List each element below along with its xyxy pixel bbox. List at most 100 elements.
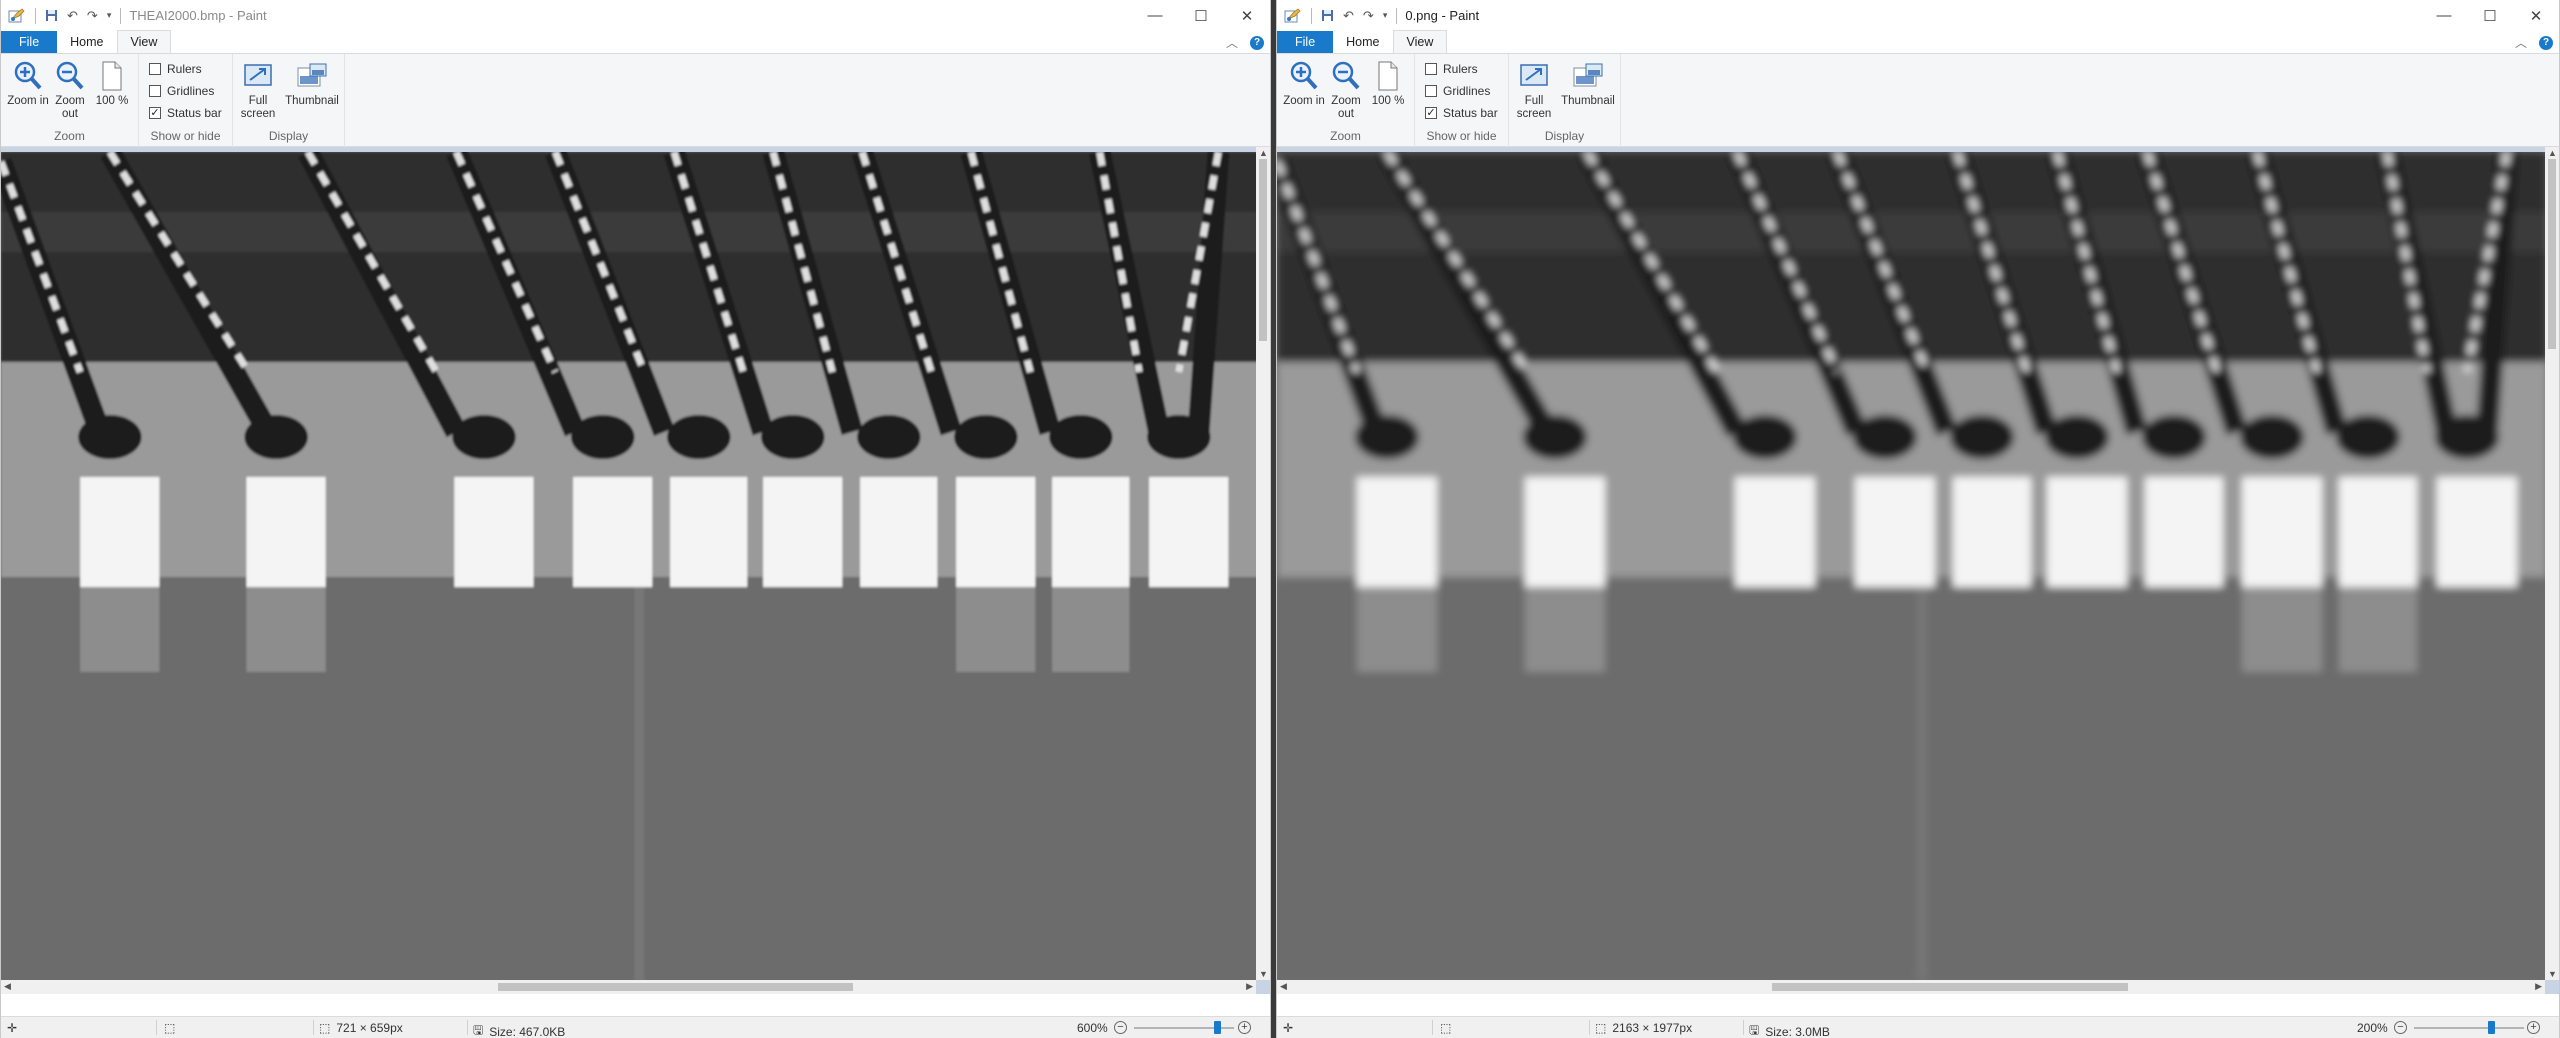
quick-access-toolbar: ↶ ↷ ▾ (1, 0, 122, 31)
maximize-button[interactable]: ☐ (2483, 7, 2497, 25)
rulers-checkbox-box[interactable] (1425, 63, 1437, 75)
close-button[interactable]: ✕ (1240, 7, 1254, 25)
gridlines-label: Gridlines (1443, 84, 1491, 98)
minimize-button[interactable]: — (1147, 7, 1163, 24)
minimize-ribbon-icon[interactable]: ︿ (1225, 36, 1238, 50)
thumbnail-button[interactable]: Thumbnail (1561, 59, 1615, 108)
horizontal-scroll-thumb[interactable] (498, 983, 853, 991)
zoom-slider-track[interactable] (2414, 1027, 2524, 1029)
tab-view[interactable]: View (116, 30, 172, 53)
zoom-out-button[interactable]: Zoom out (49, 59, 91, 121)
tab-home[interactable]: Home (1346, 35, 1380, 49)
horizontal-scrollbar[interactable]: ◀ ▶ (1277, 980, 2545, 994)
zoom-out-label: Zoom out (1331, 95, 1361, 120)
zoom-out-small-icon[interactable]: − (1114, 1021, 1127, 1034)
image-content (1277, 152, 2545, 980)
scroll-up-icon[interactable]: ▲ (2548, 148, 2557, 158)
zoom-100-button[interactable]: 100 % (91, 59, 133, 108)
title-bar[interactable]: ↶ ↷ ▾ THEAI2000.bmp - Paint — ☐ ✕ (1, 0, 1270, 31)
help-icon[interactable]: ? (2539, 35, 2553, 50)
scroll-left-icon[interactable]: ◀ (4, 981, 11, 991)
horizontal-scroll-thumb[interactable] (1772, 983, 2128, 991)
customize-qat-icon[interactable]: ▾ (106, 10, 112, 20)
zoom-slider-thumb[interactable] (2488, 1021, 2495, 1034)
tab-home[interactable]: Home (70, 35, 104, 49)
ribbon-tabs: File Home View ︿ ? (1277, 30, 2559, 54)
zoom-out-button[interactable]: Zoom out (1325, 59, 1367, 121)
redo-icon[interactable]: ↷ (86, 7, 98, 23)
tab-file[interactable]: File (1, 31, 58, 53)
gridlines-checkbox[interactable]: Gridlines (149, 84, 214, 98)
rulers-checkbox[interactable]: Rulers (149, 62, 202, 76)
dimensions-icon: ⬚ (1595, 1021, 1607, 1035)
status-bar-checkbox-box[interactable]: ✓ (1425, 107, 1437, 119)
gridlines-checkbox-box[interactable] (1425, 85, 1437, 97)
title-bar[interactable]: ↶ ↷ ▾ 0.png - Paint — ☐ ✕ (1277, 0, 2559, 31)
zoom-100-button[interactable]: 100 % (1367, 59, 1409, 108)
tab-view[interactable]: View (1392, 30, 1448, 53)
status-bar-checkbox[interactable]: ✓ Status bar (1425, 106, 1498, 120)
minimize-ribbon-icon[interactable]: ︿ (2514, 36, 2527, 50)
undo-icon[interactable]: ↶ (67, 7, 78, 23)
save-icon[interactable] (45, 9, 58, 22)
close-button[interactable]: ✕ (2529, 7, 2543, 25)
status-separator (156, 1020, 157, 1035)
cursor-position-icon: ✛ (7, 1021, 18, 1035)
zoom-out-small-icon[interactable]: − (2394, 1021, 2407, 1034)
zoom-in-button[interactable]: Zoom in (1283, 59, 1325, 108)
paint-app-icon (1284, 7, 1302, 24)
maximize-button[interactable]: ☐ (1194, 7, 1208, 25)
zoom-out-label: Zoom out (55, 95, 85, 120)
full-screen-button[interactable]: Full screen (1513, 59, 1555, 121)
scroll-left-icon[interactable]: ◀ (1280, 981, 1287, 991)
group-display-label: Display (268, 129, 309, 143)
scroll-up-icon[interactable]: ▲ (1259, 148, 1268, 158)
thumbnail-button[interactable]: Thumbnail (285, 59, 339, 108)
scroll-down-icon[interactable]: ▼ (2548, 969, 2557, 979)
zoom-in-button[interactable]: Zoom in (7, 59, 49, 108)
quick-access-toolbar: ↶ ↷ ▾ (1277, 0, 1398, 31)
vertical-scroll-thumb[interactable] (2548, 159, 2556, 349)
status-bar-checkbox[interactable]: ✓ Status bar (149, 106, 222, 120)
zoom-slider-thumb[interactable] (1214, 1021, 1221, 1034)
save-icon[interactable] (1321, 9, 1334, 22)
group-show-or-hide: Rulers Gridlines ✓ Status bar Show or hid… (139, 54, 233, 147)
paint-window-right: ↶ ↷ ▾ 0.png - Paint — ☐ ✕ File Home View… (1276, 0, 2560, 1038)
group-zoom-label: Zoom (54, 129, 85, 143)
group-show-or-hide: Rulers Gridlines ✓ Status bar Show or hid… (1415, 54, 1509, 147)
scroll-right-icon[interactable]: ▶ (1246, 981, 1253, 991)
horizontal-scrollbar[interactable]: ◀ ▶ (1, 980, 1256, 994)
rulers-checkbox-box[interactable] (149, 63, 161, 75)
zoom-in-small-icon[interactable]: + (1238, 1021, 1251, 1034)
file-size: 🖫 Size: 3.0MB (1749, 1021, 1830, 1038)
page-100-icon (1372, 59, 1404, 93)
vertical-scrollbar[interactable]: ▲ ▼ (2545, 147, 2559, 980)
vertical-scroll-thumb[interactable] (1259, 159, 1267, 341)
group-show-or-hide-label: Show or hide (150, 129, 221, 143)
tab-file[interactable]: File (1277, 31, 1334, 53)
customize-qat-icon[interactable]: ▾ (1382, 10, 1388, 20)
minimize-button[interactable]: — (2436, 7, 2452, 24)
scroll-down-icon[interactable]: ▼ (1259, 969, 1268, 979)
undo-icon[interactable]: ↶ (1343, 7, 1354, 23)
full-screen-button[interactable]: Full screen (237, 59, 279, 121)
redo-icon[interactable]: ↷ (1362, 7, 1374, 23)
zoom-slider-track[interactable] (1134, 1027, 1234, 1029)
image-content (1, 152, 1256, 980)
scroll-right-icon[interactable]: ▶ (2535, 981, 2542, 991)
zoom-in-small-icon[interactable]: + (2527, 1021, 2540, 1034)
status-bar-checkbox-box[interactable]: ✓ (149, 107, 161, 119)
help-icon[interactable]: ? (1250, 35, 1264, 50)
rulers-checkbox[interactable]: Rulers (1425, 62, 1478, 76)
vertical-scrollbar[interactable]: ▲ ▼ (1256, 147, 1270, 980)
gridlines-checkbox[interactable]: Gridlines (1425, 84, 1490, 98)
file-size-text: Size: 3.0MB (1765, 1024, 1830, 1038)
image-canvas[interactable] (1277, 152, 2545, 980)
group-display-label: Display (1544, 129, 1585, 143)
thumbnail-icon (296, 59, 328, 93)
gridlines-checkbox-box[interactable] (149, 85, 161, 97)
full-screen-label: Full screen (1516, 95, 1552, 120)
page-100-icon (96, 59, 128, 93)
image-canvas[interactable] (1, 152, 1256, 980)
file-size: 🖫 Size: 467.0KB (473, 1021, 565, 1038)
